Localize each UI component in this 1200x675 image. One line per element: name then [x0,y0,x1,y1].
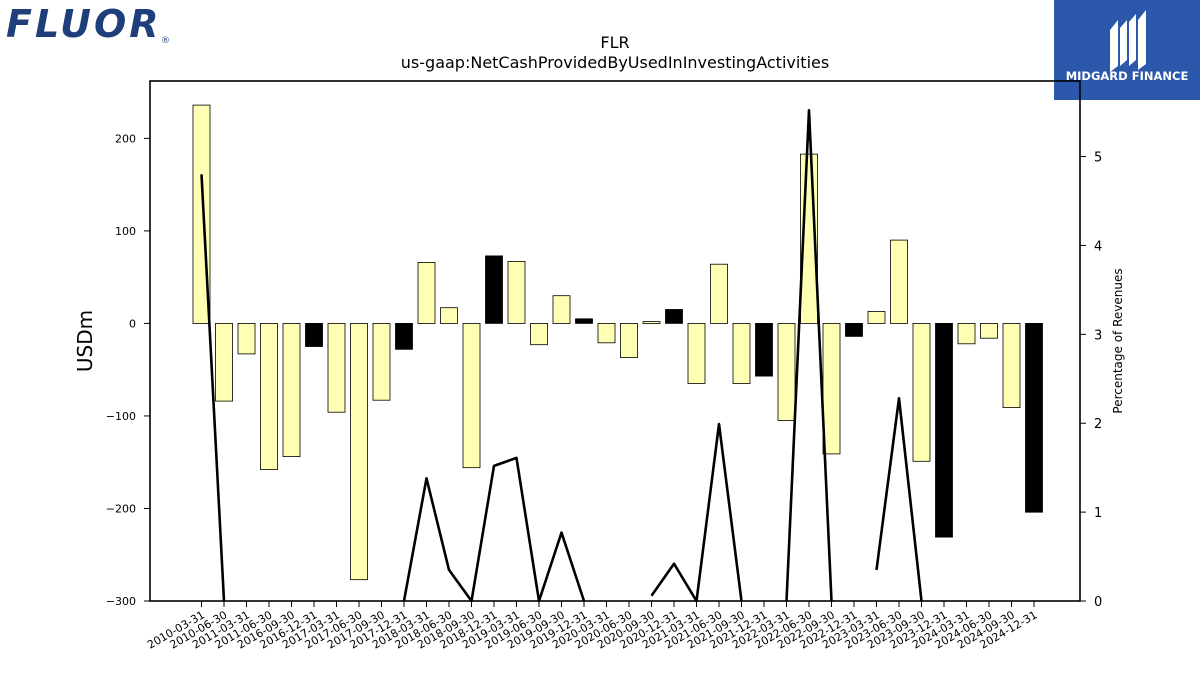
bar-2023-06-30 [890,239,908,324]
bar-2017-09-30 [372,322,391,401]
bar-2020-06-30 [620,322,638,358]
y-tick-label: −300 [106,595,136,608]
bar-2016-12-31 [305,322,323,347]
bar-2023-12-31 [935,322,953,538]
y-tick-label: −100 [106,410,136,423]
bar-2017-03-31 [327,322,346,413]
x-axis: 2010-03-312010-06-302011-03-312011-06-30… [145,601,1040,652]
bar-2010-06-30 [215,322,233,402]
bar-2021-03-31 [687,322,706,384]
bar-2018-03-31 [417,261,436,324]
bar-2017-06-30 [350,322,368,581]
bar-2011-03-31 [237,322,256,355]
fluor-logo-text: FLUOR [6,2,162,46]
bar-2018-09-30 [462,322,481,469]
bar-2020-09-30 [642,321,661,324]
y2-tick-label: 2 [1094,417,1102,432]
bar-2019-09-30 [552,295,571,324]
bar-2024-09-30 [1002,322,1021,408]
line-series [200,109,923,603]
fluor-logo-registered-mark: ® [161,36,170,46]
bar-2022-09-30 [822,322,841,455]
bar-2016-09-30 [282,322,301,457]
bar-series [192,104,1043,581]
bar-2018-12-31 [485,255,503,324]
midgard-logo-mark-icon: MIDGARD FINANCE [1066,10,1189,83]
chart-title: FLR [600,33,630,52]
plot-area-frame [149,80,1081,602]
bar-2020-03-31 [597,322,616,344]
bar-2024-03-31 [957,322,976,345]
y2-tick-label: 3 [1094,328,1102,343]
bar-2020-12-31 [665,309,683,324]
y2-tick-label: 4 [1094,239,1102,254]
bar-2024-12-31 [1025,322,1043,513]
bar-2019-06-30 [530,322,548,346]
bar-2022-03-31 [777,322,796,421]
bar-2024-06-30 [980,322,998,339]
bar-2021-12-31 [755,322,773,377]
bar-2023-03-31 [867,310,886,324]
bar-2022-12-31 [845,322,863,337]
y-tick-label: 100 [115,225,136,238]
y-axis-label: USDm [73,310,97,372]
left-axis: −300 −200 −100 0 100 200 [106,132,150,608]
y2-tick-label: 1 [1094,506,1102,521]
percentage-of-revenues-line [200,109,923,603]
bar-2019-03-31 [507,260,526,324]
bar-2021-06-30 [710,263,728,324]
y2-tick-label: 5 [1094,151,1102,166]
bar-2017-12-31 [395,322,413,350]
y-tick-label: 0 [129,317,136,330]
chart-subtitle: us-gaap:NetCashProvidedByUsedInInvesting… [400,53,830,72]
y-tick-label: −200 [106,502,136,515]
y2-axis-label: Percentage of Revenues [1111,268,1125,413]
fluor-logo: FLUOR ® [6,2,170,46]
chart-title-block: FLR us-gaap:NetCashProvidedByUsedInInves… [150,33,1080,73]
y2-tick-label: 0 [1094,595,1102,610]
bar-2011-06-30 [260,322,278,470]
bar-2019-12-31 [575,318,593,324]
right-axis: 0 1 2 3 4 5 [1080,151,1102,610]
bar-2021-09-30 [732,322,751,384]
midgard-finance-logo: MIDGARD FINANCE [1054,0,1200,100]
y-tick-label: 200 [115,132,136,145]
bar-2023-09-30 [912,322,931,462]
midgard-logo-text: MIDGARD FINANCE [1066,69,1189,83]
bar-2018-06-30 [440,307,458,324]
